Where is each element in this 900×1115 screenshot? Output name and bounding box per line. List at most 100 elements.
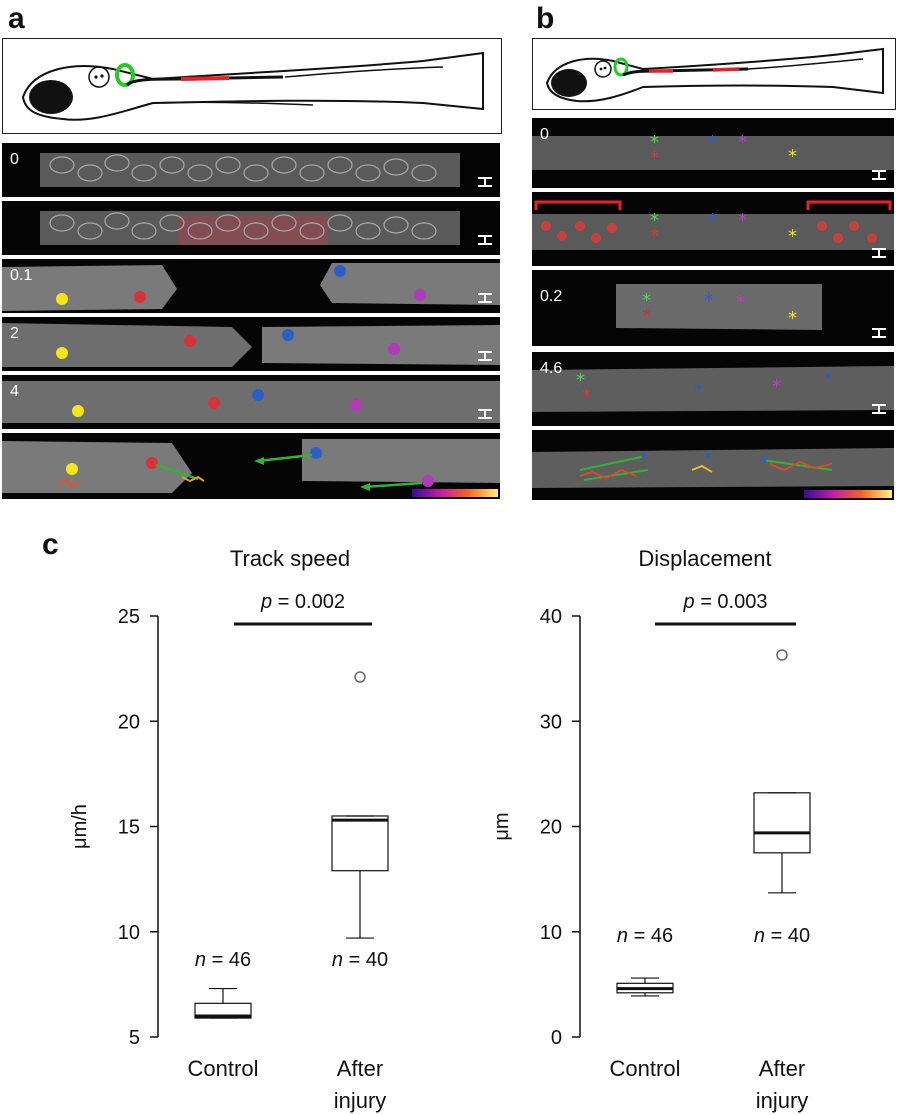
svg-text:*: *	[650, 210, 659, 231]
svg-text:*: *	[772, 376, 781, 397]
y-tick-label: 0	[551, 1027, 562, 1049]
svg-text:*: *	[708, 132, 717, 153]
y-tick-label: 25	[118, 606, 140, 628]
n-label: n = 40	[332, 949, 388, 971]
panel-c-letter: c	[42, 528, 59, 561]
y-axis-label: μm/h	[69, 804, 91, 849]
timepoint-label: 0.2	[540, 288, 563, 305]
category-label: After	[337, 1056, 383, 1081]
cells-texture	[2, 263, 500, 311]
tracked-cell-red	[208, 397, 220, 409]
micrograph-a-4: 4	[2, 375, 500, 429]
n-label: n = 40	[754, 925, 810, 947]
svg-text:*: *	[704, 290, 713, 311]
ablation-bracket-right	[806, 200, 892, 210]
svg-text:*: *	[642, 306, 651, 327]
timepoint-label: 0	[10, 151, 19, 168]
zebrafish-schematic-b	[532, 38, 896, 110]
cells-texture: * * * * *	[616, 284, 822, 330]
svg-text:*: *	[738, 210, 747, 231]
tracked-cell-red	[134, 291, 146, 303]
tracked-cell-magenta	[350, 399, 362, 411]
cells-texture: * * * * *	[532, 200, 894, 250]
timepoint-label: 0.1	[10, 267, 33, 284]
tracked-cell-yellow	[56, 293, 68, 305]
y-tick-label: 15	[118, 817, 140, 839]
svg-text:*: *	[650, 226, 659, 247]
scale-bar	[478, 235, 492, 245]
micrograph-b-0: * * * * * 0	[532, 118, 894, 188]
svg-text:*: *	[788, 226, 797, 247]
chart-title: Displacement	[638, 546, 771, 571]
track-overlay	[532, 448, 894, 498]
boxplot-charts: Track speed 5 10 15 20 25 μm/h p = 0.002 n = 46 C…	[69, 546, 811, 1113]
box-iqr	[194, 1002, 252, 1019]
micrograph-b-ablation: * * * * *	[532, 192, 894, 266]
timepoint-label: 4.6	[540, 360, 563, 377]
svg-text:*: *	[788, 308, 797, 329]
scale-bar	[872, 328, 886, 338]
category-label: injury	[756, 1088, 809, 1113]
micrograph-a-0.1: 0.1	[2, 259, 500, 313]
tracked-cell-red	[184, 335, 196, 347]
micrograph-b-0.2: * * * * * 0.2	[532, 270, 894, 346]
tracked-cell-blue	[282, 329, 294, 341]
svg-text:*: *	[650, 132, 659, 153]
svg-text:*: *	[788, 146, 797, 167]
ablation-bracket-left	[534, 200, 622, 210]
tracked-cell-magenta	[414, 289, 426, 301]
tracked-cell-blue	[334, 265, 346, 277]
category-label: After	[759, 1056, 805, 1081]
y-tick-label: 10	[118, 922, 140, 944]
fish-eye-a	[29, 80, 73, 114]
outlier-point	[776, 649, 788, 661]
scale-bar	[478, 351, 492, 361]
tracked-cell-yellow	[72, 405, 84, 417]
micrograph-a-tracks	[2, 433, 500, 499]
micrograph-b-4.6: * * * * 4.6	[532, 352, 894, 426]
scale-bar	[872, 170, 886, 180]
y-tick-label: 20	[118, 711, 140, 733]
svg-text:*: *	[736, 292, 745, 313]
svg-text:*: *	[708, 210, 717, 231]
y-tick-label: 20	[540, 817, 562, 839]
timepoint-label: 0	[540, 126, 549, 143]
p-value-label: p = 0.002	[260, 591, 345, 613]
scale-bar	[872, 404, 886, 414]
box-iqr	[753, 792, 811, 854]
outlier-point	[354, 671, 366, 683]
svg-text:*: *	[694, 380, 703, 401]
micrograph-a-2: 2	[2, 317, 500, 371]
zebrafish-drawing-b	[545, 47, 884, 103]
cells-texture	[2, 323, 500, 367]
panel-b-letter: b	[536, 2, 555, 35]
zebrafish-schematic-a	[2, 38, 502, 134]
box-iqr	[331, 815, 389, 872]
tracked-cell-blue	[252, 389, 264, 401]
micrograph-b-tracks	[532, 430, 894, 500]
micrograph-a-ablation	[2, 201, 500, 255]
timepoint-label: 4	[10, 383, 19, 400]
pronephros-green	[115, 63, 135, 87]
tracked-cell-yellow	[56, 347, 68, 359]
category-label: injury	[334, 1088, 387, 1113]
n-label: n = 46	[195, 949, 251, 971]
injury-segment-a	[180, 76, 230, 81]
time-colorbar	[804, 490, 892, 498]
category-label: Control	[610, 1056, 681, 1081]
svg-text:*: *	[650, 148, 659, 169]
y-tick-label: 40	[540, 606, 562, 628]
svg-text:*: *	[642, 290, 651, 311]
y-tick-label: 5	[129, 1027, 140, 1049]
scale-bar	[872, 248, 886, 258]
chart-title: Track speed	[230, 546, 350, 571]
y-tick-label: 30	[540, 711, 562, 733]
cells-texture	[40, 153, 460, 187]
svg-text:*: *	[576, 370, 585, 391]
time-colorbar	[412, 489, 498, 497]
panel-a-letter: a	[8, 2, 25, 35]
cells-texture: * * * *	[532, 366, 894, 412]
zebrafish-drawing-a	[21, 51, 484, 121]
p-value-label: p = 0.003	[683, 591, 768, 613]
scale-bar	[478, 293, 492, 303]
